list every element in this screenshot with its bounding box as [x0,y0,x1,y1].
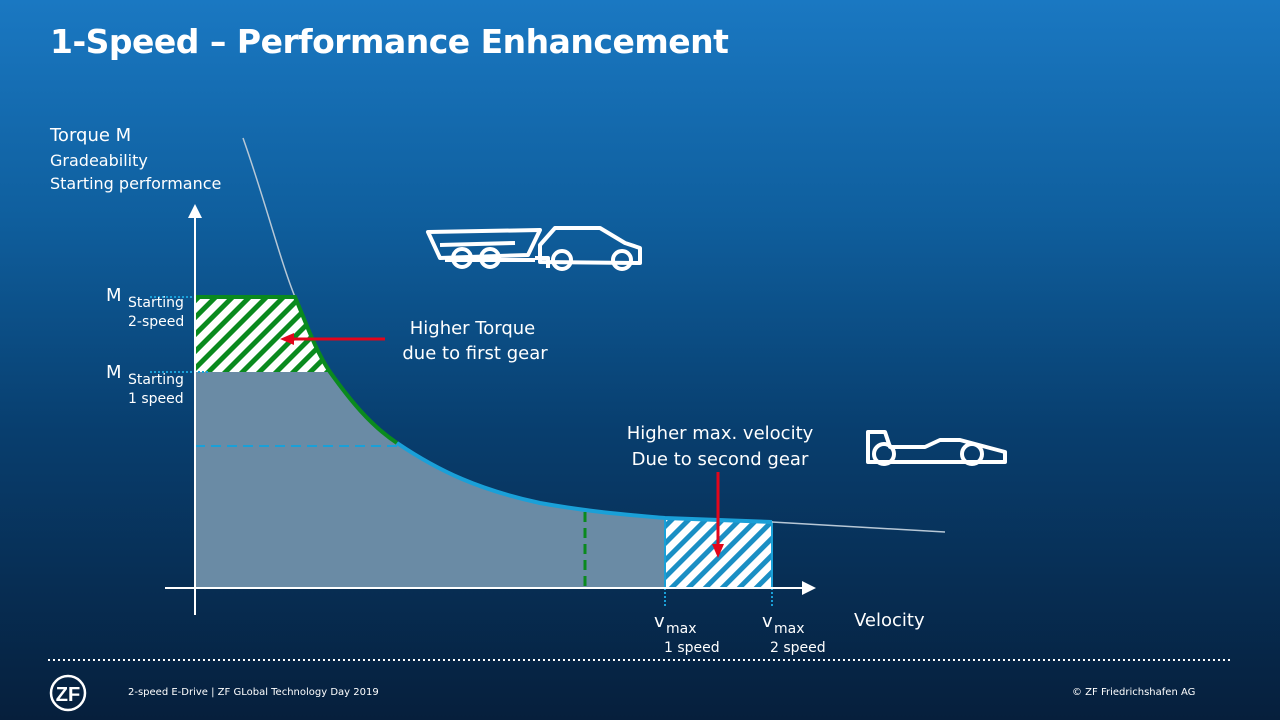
slide-title: 1-Speed – Performance Enhancement [50,22,729,61]
footer-right: © ZF Friedrichshafen AG [1072,687,1196,698]
vmax-2-under: 2 speed [770,640,826,656]
hatched-torque-gain [195,297,330,372]
m-start-2-label: M [106,285,122,306]
m-start-1-sub: Starting [128,372,184,388]
zf-logo: ZF [49,674,87,712]
vmax-1-under: 1 speed [664,640,720,656]
annotation-velocity-1: Higher max. velocity [626,423,814,444]
car-with-boat-trailer-icon [426,226,642,271]
vmax-2-label: v [762,611,773,632]
x-axis [165,581,816,595]
svg-text:ZF: ZF [56,684,80,706]
m-start-2-sub2: 2-speed [128,314,185,330]
y-axis-label-2: Gradeability [50,151,148,170]
race-car-icon [866,430,1007,466]
vmax-1-sub: max [666,621,697,637]
m-start-1-sub2: 1 speed [128,391,184,407]
y-axis-label-3: Starting performance [50,174,222,193]
curve-2-speed-green [195,295,399,445]
curve-2-speed-blue [395,441,773,524]
m-start-2-sub: Starting [128,295,184,311]
y-axis-label: Torque M [50,125,132,146]
annotation-velocity-2: Due to second gear [631,449,809,470]
red-arrow-velocity [712,472,724,558]
annotation-torque-2: due to first gear [402,343,548,364]
vmax-1-label: v [654,611,665,632]
shaded-area-1-speed [195,372,665,588]
vmax-2-sub: max [774,621,805,637]
red-arrow-torque [280,333,385,345]
m-start-1-label: M [106,362,122,383]
footer-left: 2-speed E-Drive | ZF GLobal Technology D… [128,687,379,698]
x-axis-label: Velocity [854,610,925,631]
y-axis [188,204,202,615]
annotation-torque-1: Higher Torque [409,318,536,339]
